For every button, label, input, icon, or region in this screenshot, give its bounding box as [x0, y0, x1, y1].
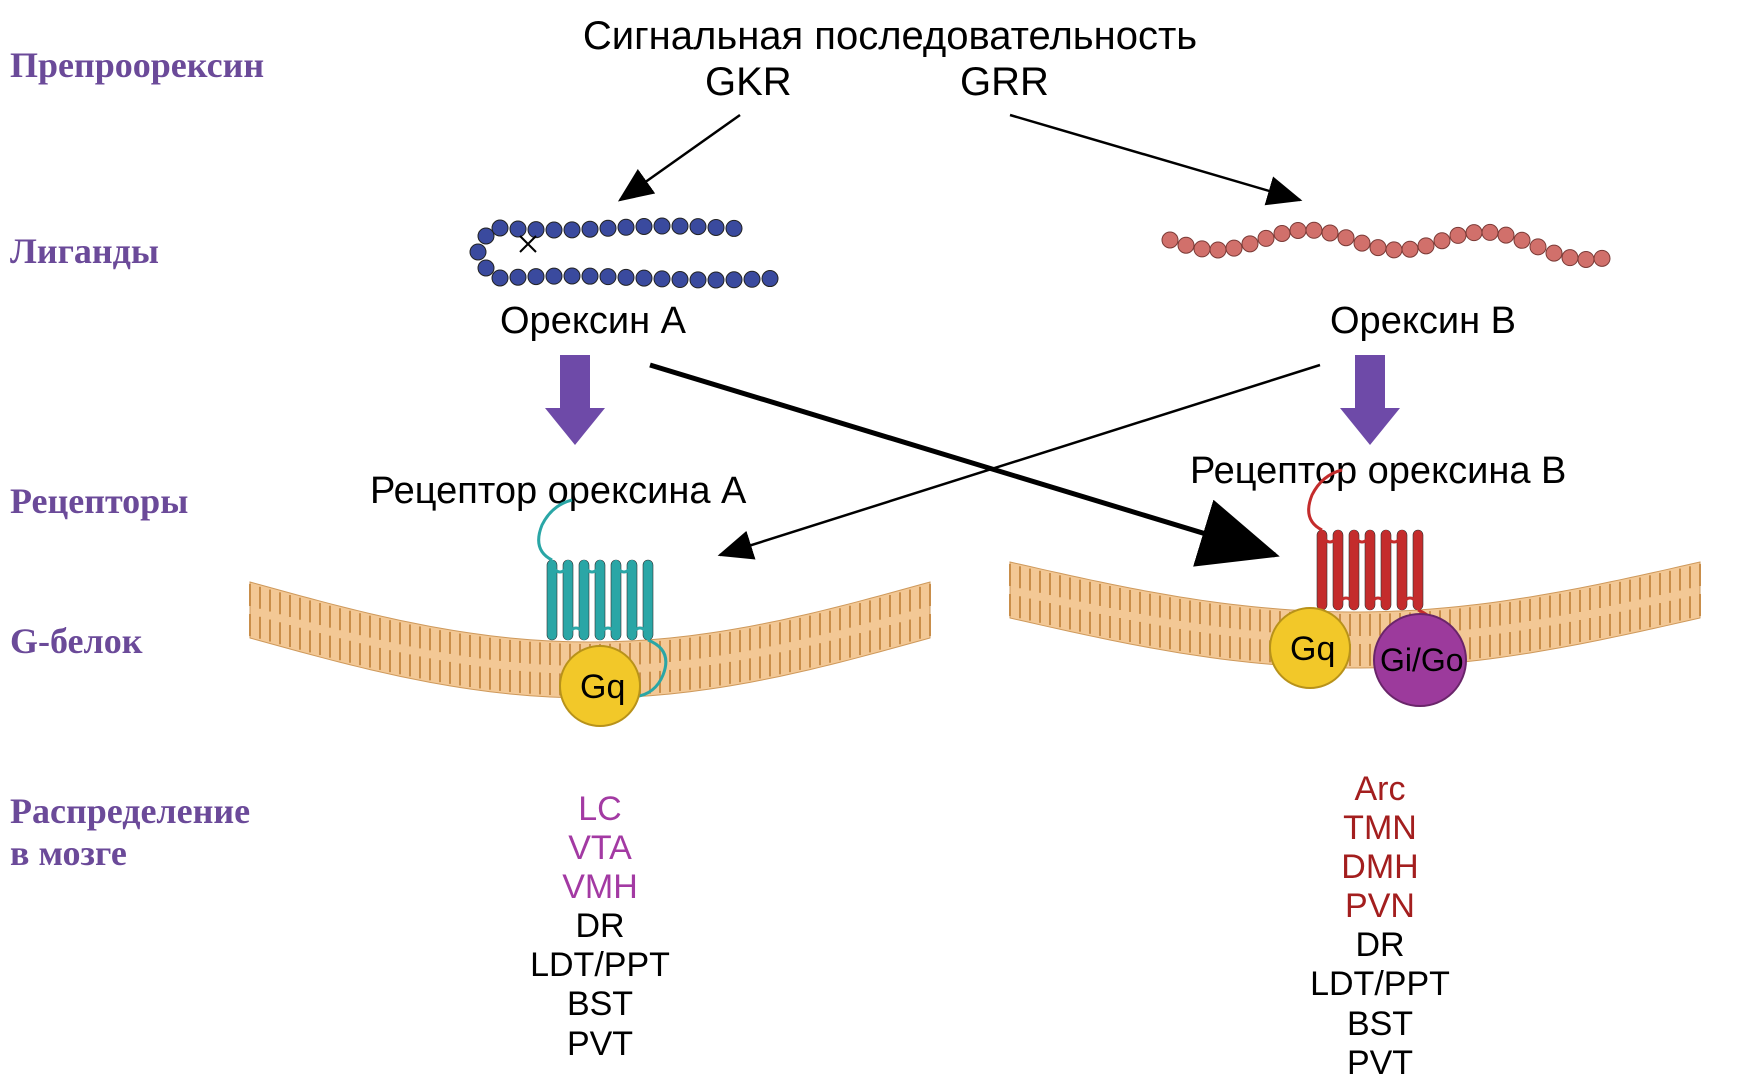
dist-a-item: VTA [510, 829, 690, 868]
purple-arrow-a [545, 355, 605, 445]
receptor-a-label: Рецептор орексина A [370, 470, 746, 513]
gq-label-b: Gq [1290, 630, 1335, 669]
row-label-receptors: Рецепторы [10, 480, 188, 522]
distribution-list-b: Arc TMN DMH PVN DR LDT/PPT BST PVT [1280, 770, 1480, 1083]
dist-b-item: PVN [1280, 887, 1480, 926]
arrow-grr-to-b [1010, 115, 1300, 200]
dist-b-item: BST [1280, 1005, 1480, 1044]
dist-b-item: DMH [1280, 848, 1480, 887]
arrow-a-to-receptor-b [650, 365, 1275, 555]
dist-a-item: DR [510, 907, 690, 946]
row-label-distribution-2: в мозге [10, 832, 127, 874]
diagram-svg [0, 0, 1763, 1080]
dist-b-item: PVT [1280, 1044, 1480, 1083]
dist-a-item: LDT/PPT [510, 946, 690, 985]
row-label-preproorexin: Препроорексин [10, 44, 264, 86]
orexin-b-label: Орексин B [1330, 300, 1516, 343]
dist-b-item: TMN [1280, 809, 1480, 848]
dist-a-item: VMH [510, 868, 690, 907]
orexin-a-label: Орексин A [500, 300, 686, 343]
dist-a-item: LC [510, 790, 690, 829]
membrane-right [1010, 562, 1700, 668]
gq-label-a: Gq [580, 668, 625, 707]
peptide-orexin-b [1162, 222, 1610, 267]
row-label-distribution-1: Распределение [10, 790, 250, 832]
receptor-b-label: Рецептор орексина B [1190, 450, 1566, 493]
row-label-gprotein: G-белок [10, 620, 142, 662]
grr-label: GRR [960, 60, 1049, 105]
arrow-gkr-to-a [620, 115, 740, 200]
gigo-label: Gi/Go [1380, 642, 1464, 679]
signal-sequence-label: Сигнальная последовательность [540, 14, 1240, 59]
gkr-label: GKR [705, 60, 792, 105]
dist-b-item: LDT/PPT [1280, 965, 1480, 1004]
peptide-orexin-a [470, 218, 778, 288]
dist-a-item: BST [510, 985, 690, 1024]
distribution-list-a: LC VTA VMH DR LDT/PPT BST PVT [510, 790, 690, 1064]
purple-arrow-b [1340, 355, 1400, 445]
dist-b-item: DR [1280, 926, 1480, 965]
dist-a-item: PVT [510, 1025, 690, 1064]
dist-b-item: Arc [1280, 770, 1480, 809]
row-label-ligands: Лиганды [10, 230, 159, 272]
